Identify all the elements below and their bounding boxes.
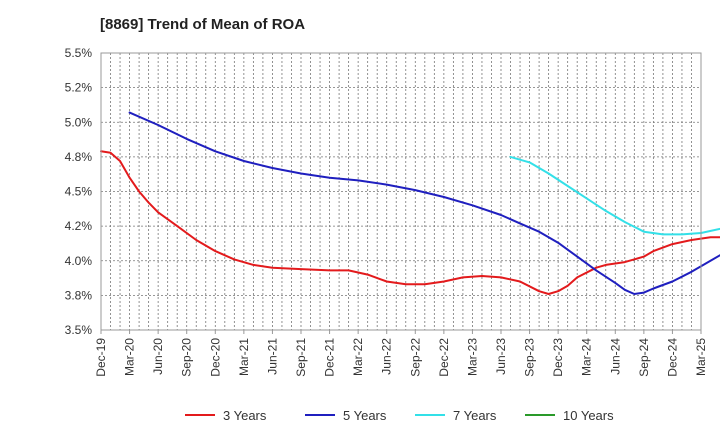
x-tick-label: Jun-22: [380, 338, 394, 375]
x-tick-label: Mar-21: [237, 338, 251, 376]
x-tick-label: Dec-24: [665, 338, 679, 377]
chart-title: [8869] Trend of Mean of ROA: [100, 16, 305, 33]
y-tick-label: 5.2%: [65, 81, 93, 95]
x-tick-label: Dec-23: [551, 338, 565, 377]
x-tick-label: Dec-19: [94, 338, 108, 377]
x-tick-label: Sep-20: [180, 338, 194, 377]
y-tick-label: 5.5%: [65, 46, 93, 60]
x-tick-label: Dec-21: [323, 338, 337, 377]
x-tick-label: Jun-24: [608, 338, 622, 375]
x-tick-label: Sep-23: [523, 338, 537, 377]
x-tick-label: Sep-21: [294, 338, 308, 377]
y-tick-label: 4.0%: [65, 254, 93, 268]
legend-label: 7 Years: [453, 408, 497, 423]
x-tick-label: Mar-25: [694, 338, 708, 376]
x-tick-label: Mar-22: [351, 338, 365, 376]
legend-label: 3 Years: [223, 408, 267, 423]
y-tick-label: 3.8%: [65, 288, 93, 302]
x-tick-label: Sep-24: [637, 338, 651, 377]
x-tick-label: Mar-20: [123, 338, 137, 376]
x-tick-label: Jun-20: [151, 338, 165, 375]
y-tick-label: 5.0%: [65, 115, 93, 129]
x-tick-label: Sep-22: [408, 338, 422, 377]
x-tick-label: Jun-23: [494, 338, 508, 375]
x-tick-label: Dec-22: [437, 338, 451, 377]
y-tick-label: 4.2%: [65, 219, 93, 233]
x-tick-label: Dec-20: [208, 338, 222, 377]
x-tick-label: Mar-23: [465, 338, 479, 376]
legend-label: 10 Years: [563, 408, 614, 423]
y-tick-label: 4.5%: [65, 185, 93, 199]
y-tick-label: 3.5%: [65, 323, 93, 337]
y-tick-label: 4.8%: [65, 150, 93, 164]
legend-label: 5 Years: [343, 408, 387, 423]
x-tick-label: Jun-21: [265, 338, 279, 375]
x-tick-label: Mar-24: [580, 338, 594, 376]
